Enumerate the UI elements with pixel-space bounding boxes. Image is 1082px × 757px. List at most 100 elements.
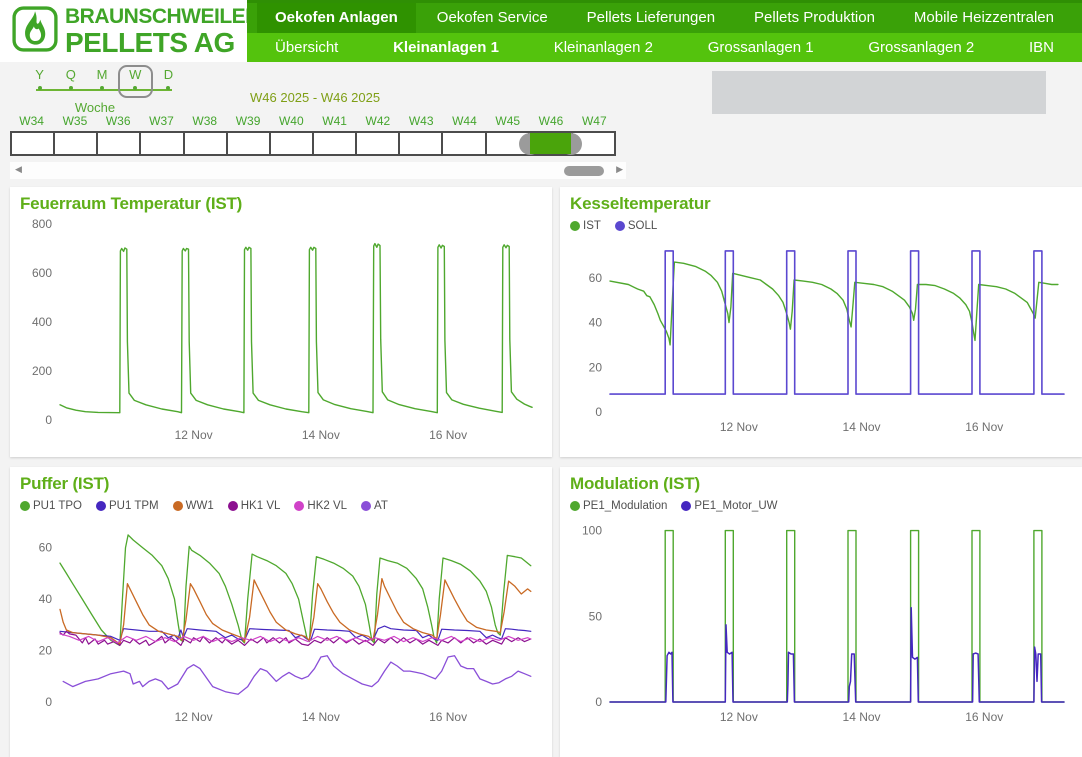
nav-item-grossanlagen-2[interactable]: Grossanlagen 2 bbox=[868, 38, 975, 56]
week-cell-w41[interactable] bbox=[314, 133, 358, 154]
scroll-left-icon[interactable]: ◀ bbox=[15, 164, 22, 174]
chart-card-feuerraum-temperatur: Feuerraum Temperatur (IST) 0 200 400 600 800… bbox=[10, 187, 552, 457]
nav-item-pellets-produktion[interactable]: Pellets Produktion bbox=[754, 9, 875, 27]
week-cell-w39[interactable] bbox=[228, 133, 271, 154]
svg-text:12 Nov: 12 Nov bbox=[175, 710, 213, 724]
week-label-w45: W45 bbox=[495, 114, 521, 128]
header: BRAUNSCHWEILER PELLETS AG Oekofen Anlage… bbox=[0, 0, 1082, 62]
legend-item-pu1-tpm[interactable]: PU1 TPM bbox=[96, 500, 159, 512]
date-range-label: W46 2025 - W46 2025 bbox=[250, 90, 381, 105]
legend-dot-icon bbox=[570, 501, 580, 511]
svg-text:12 Nov: 12 Nov bbox=[720, 710, 758, 724]
week-label-w46: W46 bbox=[538, 114, 564, 128]
granularity-tick-dot bbox=[100, 86, 104, 90]
week-cell-w47[interactable] bbox=[573, 133, 614, 154]
granularity-option-w[interactable]: W bbox=[117, 65, 153, 98]
legend-item-at[interactable]: AT bbox=[361, 500, 388, 512]
week-cell-w35[interactable] bbox=[55, 133, 99, 154]
week-cell-w40[interactable] bbox=[271, 133, 314, 154]
week-cell-w34[interactable] bbox=[12, 133, 56, 154]
svg-text:12 Nov: 12 Nov bbox=[175, 428, 213, 442]
legend-item-pe1-modulation[interactable]: PE1_Modulation bbox=[570, 500, 667, 512]
granularity-option-q[interactable]: Q bbox=[55, 68, 86, 98]
week-labels: W34 W35 W36 W37 W38 W39 W40 W41 W42 W43 W44 W45 W46 W… bbox=[10, 114, 616, 128]
granularity-letter: W bbox=[129, 67, 142, 82]
svg-text:20: 20 bbox=[39, 644, 53, 658]
nav-item-kleinanlagen-2[interactable]: Kleinanlagen 2 bbox=[553, 38, 653, 56]
week-slider: W34 W35 W36 W37 W38 W39 W40 W41 W42 W43 W44 W45 W46 W… bbox=[10, 114, 626, 179]
week-label-w40: W40 bbox=[278, 114, 304, 128]
granularity-letter: Q bbox=[65, 67, 76, 82]
svg-text:100: 100 bbox=[582, 524, 602, 538]
svg-text:16 Nov: 16 Nov bbox=[429, 710, 467, 724]
granularity-option-y[interactable]: Y bbox=[24, 68, 55, 98]
week-label-w35: W35 bbox=[62, 114, 88, 128]
svg-text:200: 200 bbox=[32, 364, 52, 378]
nav-item-grossanlagen-1[interactable]: Grossanlagen 1 bbox=[707, 38, 814, 56]
kesseltemperatur-chart[interactable]: 0 20 40 60 12 Nov 14 Nov 16 Nov bbox=[570, 234, 1072, 436]
legend-dot-icon bbox=[361, 501, 372, 511]
nav-item-mobile-heizzentralen[interactable]: Mobile Heizzentralen bbox=[913, 9, 1054, 27]
week-cell-fill bbox=[98, 133, 139, 154]
legend-item-soll[interactable]: SOLL bbox=[614, 220, 657, 232]
legend-item-ist[interactable]: IST bbox=[570, 220, 601, 232]
granularity-letter: D bbox=[163, 67, 174, 82]
puffer-chart[interactable]: 0 20 40 60 12 Nov 14 Nov 16 Nov bbox=[20, 514, 542, 726]
week-cell-fill bbox=[228, 133, 269, 154]
svg-text:16 Nov: 16 Nov bbox=[965, 710, 1003, 724]
week-label-w39: W39 bbox=[235, 114, 261, 128]
svg-text:800: 800 bbox=[32, 217, 52, 231]
week-cell-fill bbox=[185, 133, 226, 154]
chart-title: Feuerraum Temperatur (IST) bbox=[20, 194, 243, 213]
nav-item-oekofen-anlagen[interactable]: Oekofen Anlagen bbox=[257, 3, 416, 33]
week-cell-w37[interactable] bbox=[141, 133, 185, 154]
week-range-track bbox=[10, 131, 616, 156]
legend-item-hk2-vl[interactable]: HK2 VL bbox=[294, 500, 347, 512]
nav-item-kleinanlagen-1[interactable]: Kleinanlagen 1 bbox=[393, 38, 499, 56]
granularity-option-d[interactable]: D bbox=[153, 68, 184, 98]
legend-dot-icon bbox=[96, 501, 106, 511]
week-cell-w46[interactable] bbox=[518, 132, 582, 155]
svg-text:60: 60 bbox=[39, 541, 53, 555]
nav-item-übersicht[interactable]: Übersicht bbox=[275, 38, 339, 56]
week-cell-fill bbox=[529, 133, 571, 154]
legend-label: HK1 VL bbox=[240, 500, 281, 512]
scrollbar-thumb[interactable] bbox=[564, 166, 604, 176]
week-cell-w44[interactable] bbox=[443, 133, 487, 154]
week-cell-fill bbox=[487, 133, 528, 154]
week-cell-w42[interactable] bbox=[357, 133, 401, 154]
legend-dot-icon bbox=[294, 501, 305, 511]
week-cell-w45[interactable] bbox=[487, 133, 530, 154]
granularity-tick-dot bbox=[37, 86, 42, 90]
legend-label: PE1_Modulation bbox=[583, 500, 668, 512]
granularity-axis-line bbox=[36, 89, 172, 91]
modulation-chart[interactable]: 0 50 100 12 Nov 14 Nov 16 Nov bbox=[570, 514, 1072, 726]
week-cell-w36[interactable] bbox=[98, 133, 142, 154]
controls-row: Y Q M W D Woche W46 2025 - W46 2025 bbox=[0, 62, 1082, 115]
legend-label: IST bbox=[583, 220, 601, 232]
week-cell-w43[interactable] bbox=[400, 133, 444, 154]
legend-item-hk1-vl[interactable]: HK1 VL bbox=[227, 500, 281, 512]
week-label-w42: W42 bbox=[365, 114, 391, 128]
scroll-right-icon[interactable]: ▶ bbox=[616, 164, 623, 174]
granularity-letter: M bbox=[96, 67, 108, 82]
svg-text:14 Nov: 14 Nov bbox=[302, 710, 340, 724]
nav-item-ibn[interactable]: IBN bbox=[1028, 38, 1054, 56]
svg-text:0: 0 bbox=[45, 695, 52, 709]
placeholder-panel bbox=[712, 71, 1046, 114]
week-cell-fill bbox=[573, 133, 614, 154]
nav-item-oekofen-service[interactable]: Oekofen Service bbox=[436, 9, 548, 27]
feuerraum-temperatur-chart[interactable]: 0 200 400 600 800 12 Nov 14 Nov 16 Nov bbox=[20, 216, 542, 444]
week-label-w44: W44 bbox=[452, 114, 477, 128]
legend-item-pu1-tpo[interactable]: PU1 TPO bbox=[20, 500, 82, 512]
week-cell-fill bbox=[357, 133, 398, 154]
legend-item-pe1-motor-uw[interactable]: PE1_Motor_UW bbox=[681, 500, 778, 512]
horizontal-scrollbar[interactable]: ◀ ▶ bbox=[10, 162, 626, 179]
legend-item-ww1[interactable]: WW1 bbox=[172, 500, 214, 512]
week-label-w41: W41 bbox=[322, 114, 347, 128]
chart-legend: IST SOLL bbox=[570, 220, 1072, 232]
nav-item-pellets-lieferungen[interactable]: Pellets Lieferungen bbox=[586, 9, 716, 27]
granularity-option-m[interactable]: M bbox=[86, 68, 117, 98]
week-cell-w38[interactable] bbox=[185, 133, 228, 154]
svg-text:600: 600 bbox=[32, 266, 52, 280]
